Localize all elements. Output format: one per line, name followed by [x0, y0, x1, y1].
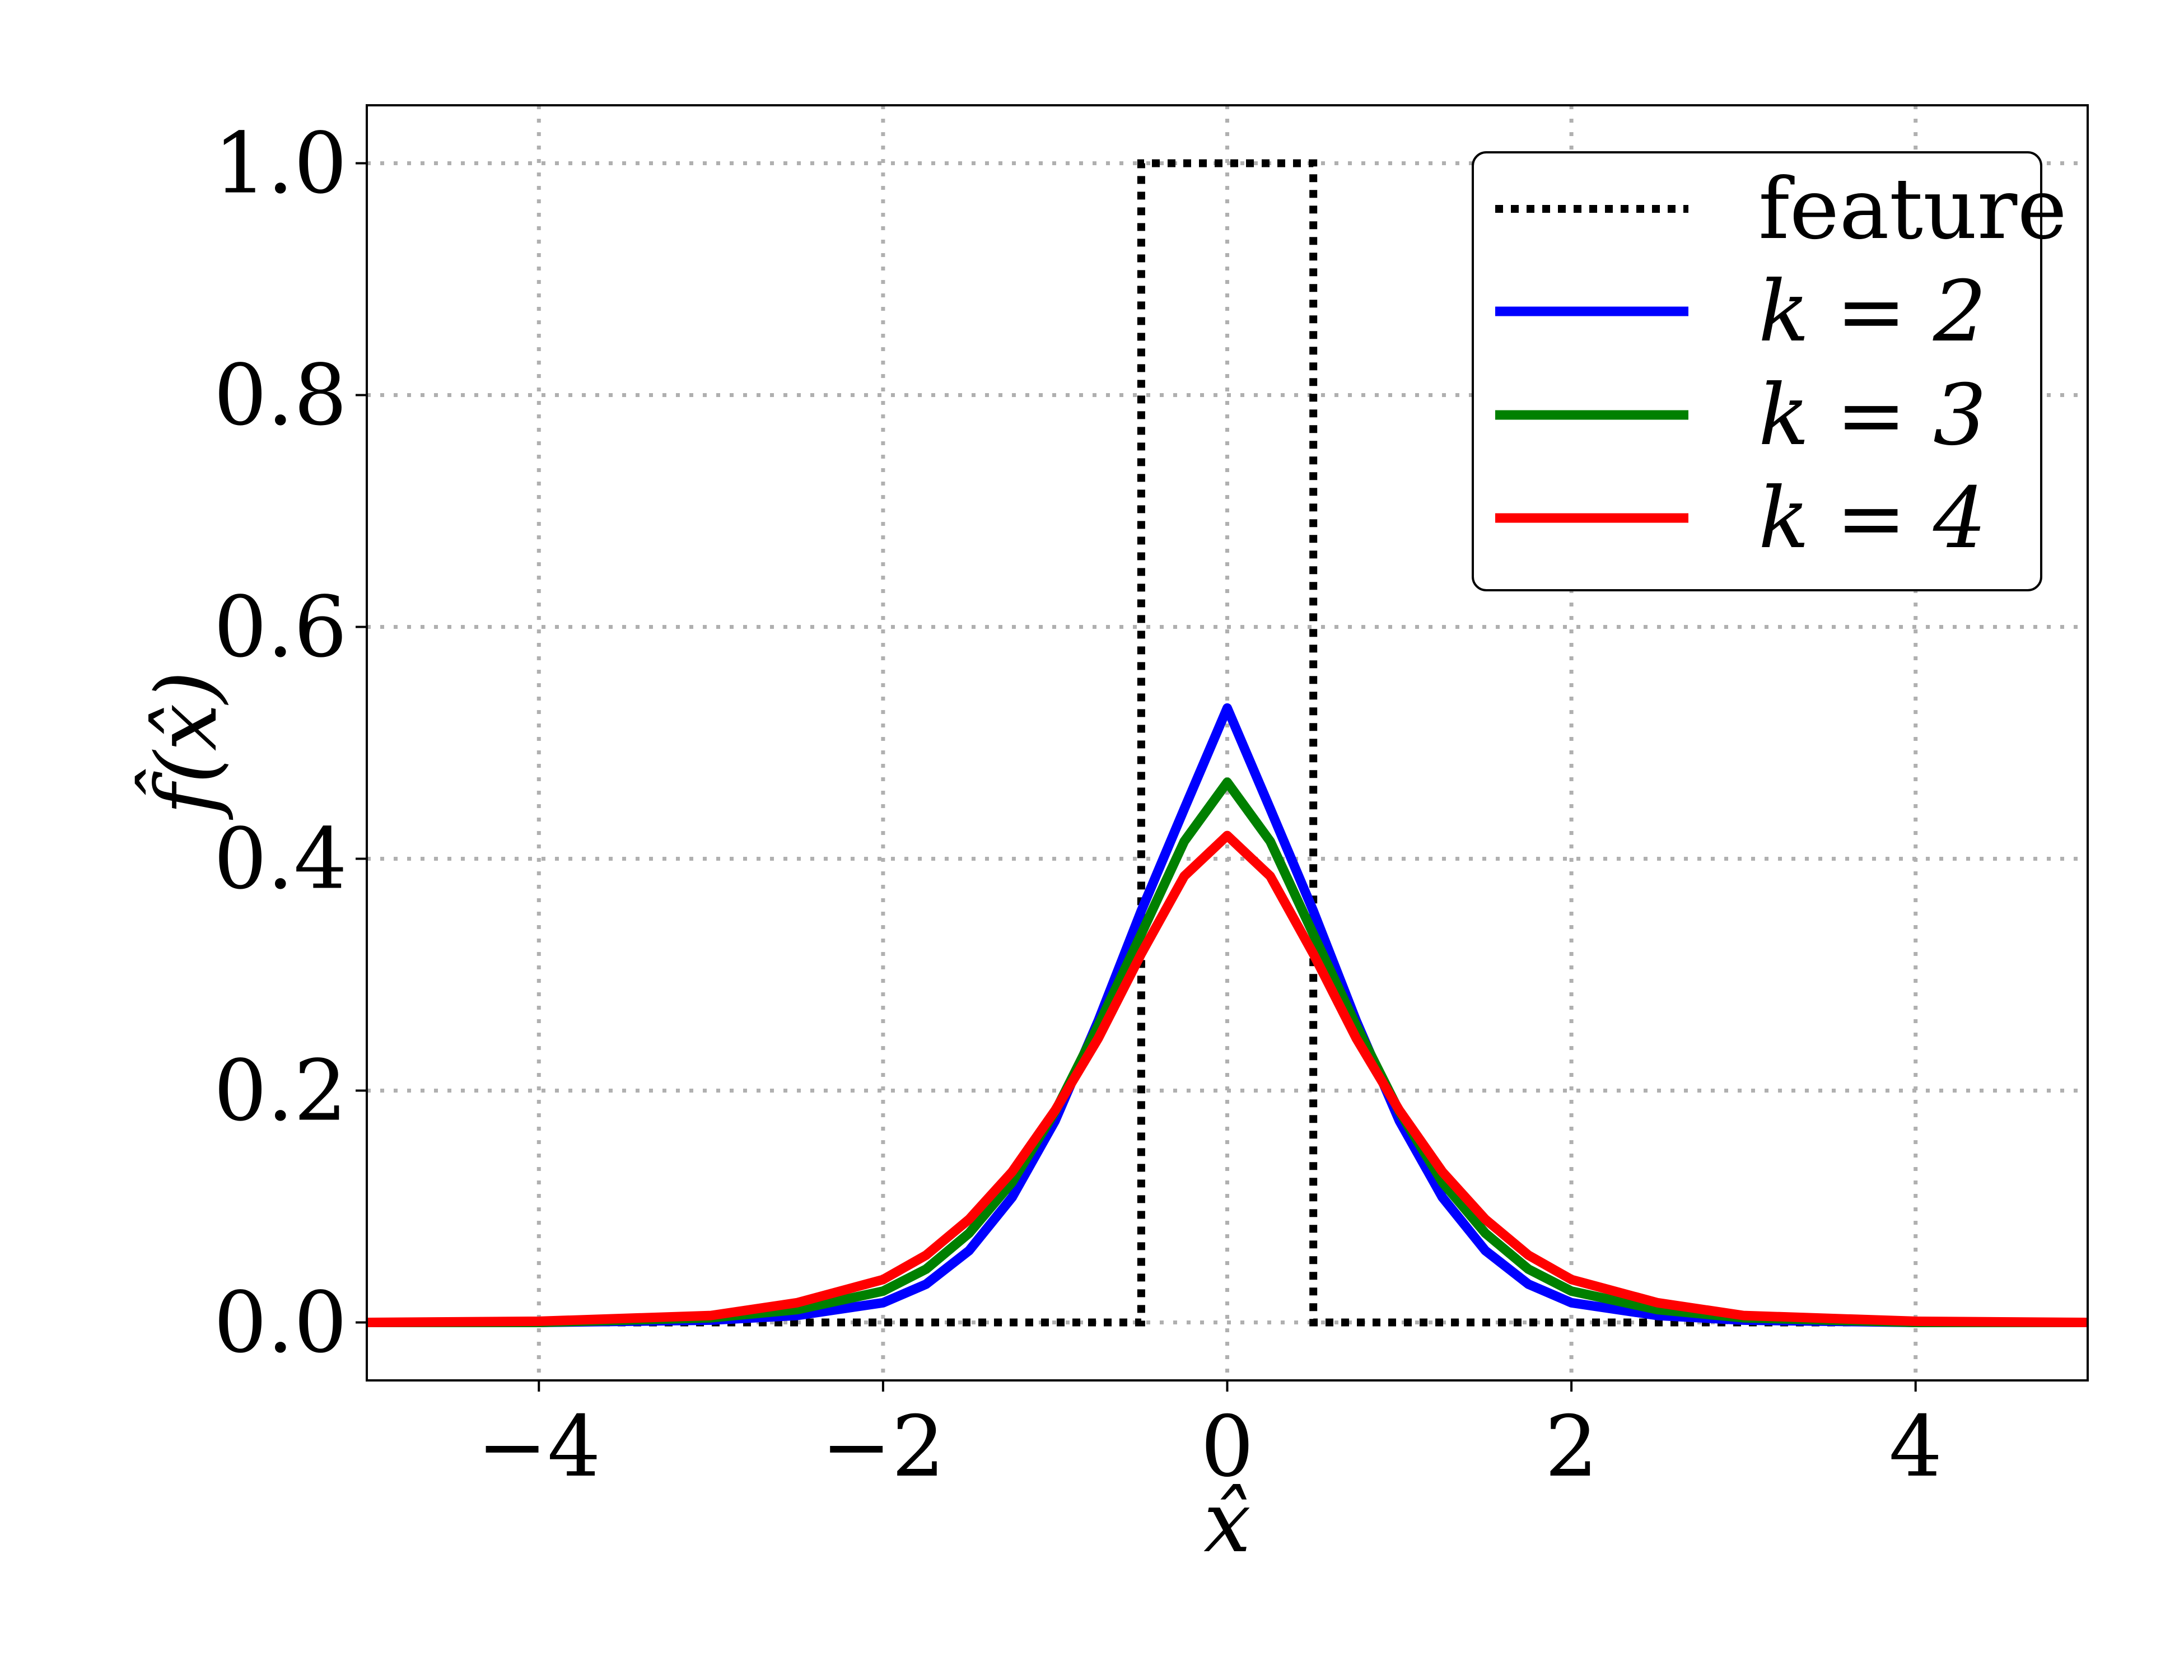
- legend-label: feature: [1758, 161, 2067, 258]
- grid: [367, 105, 2088, 1380]
- x-axis-label: x̂: [1203, 1474, 1251, 1571]
- axis-ticks: −4 −2 0 2 4 0.0 0.2 0.4 0.6 0.8 1.0: [213, 115, 1942, 1496]
- axis-labels: x̂ f̂(x̂): [134, 671, 1250, 1571]
- legend-label: k = 3: [1758, 367, 1986, 464]
- plot-area: [367, 159, 2088, 1327]
- x-tick-label: 4: [1889, 1398, 1942, 1496]
- y-tick-label: 0.6: [213, 579, 347, 676]
- x-tick-label: 0: [1201, 1398, 1254, 1496]
- legend-label: k = 2: [1758, 263, 1986, 361]
- legend-box: [1472, 151, 2042, 591]
- legend-label: k = 4: [1758, 470, 1986, 567]
- series-line-k-3: [367, 777, 2088, 1327]
- x-tick-label: −2: [821, 1398, 945, 1496]
- y-tick-label: 0.0: [213, 1275, 347, 1372]
- series-line-k-2: [367, 703, 2088, 1327]
- y-tick-label: 0.4: [213, 811, 347, 908]
- y-tick-label: 1.0: [213, 115, 347, 213]
- series-line-feature: [367, 159, 2088, 1327]
- y-tick-label: 0.8: [213, 347, 347, 445]
- y-tick-label: 0.2: [213, 1043, 347, 1140]
- y-axis-label: f̂(x̂): [134, 671, 236, 820]
- x-tick-label: 2: [1544, 1398, 1598, 1496]
- x-tick-label: −4: [477, 1398, 601, 1496]
- series-line-k-4: [367, 830, 2088, 1327]
